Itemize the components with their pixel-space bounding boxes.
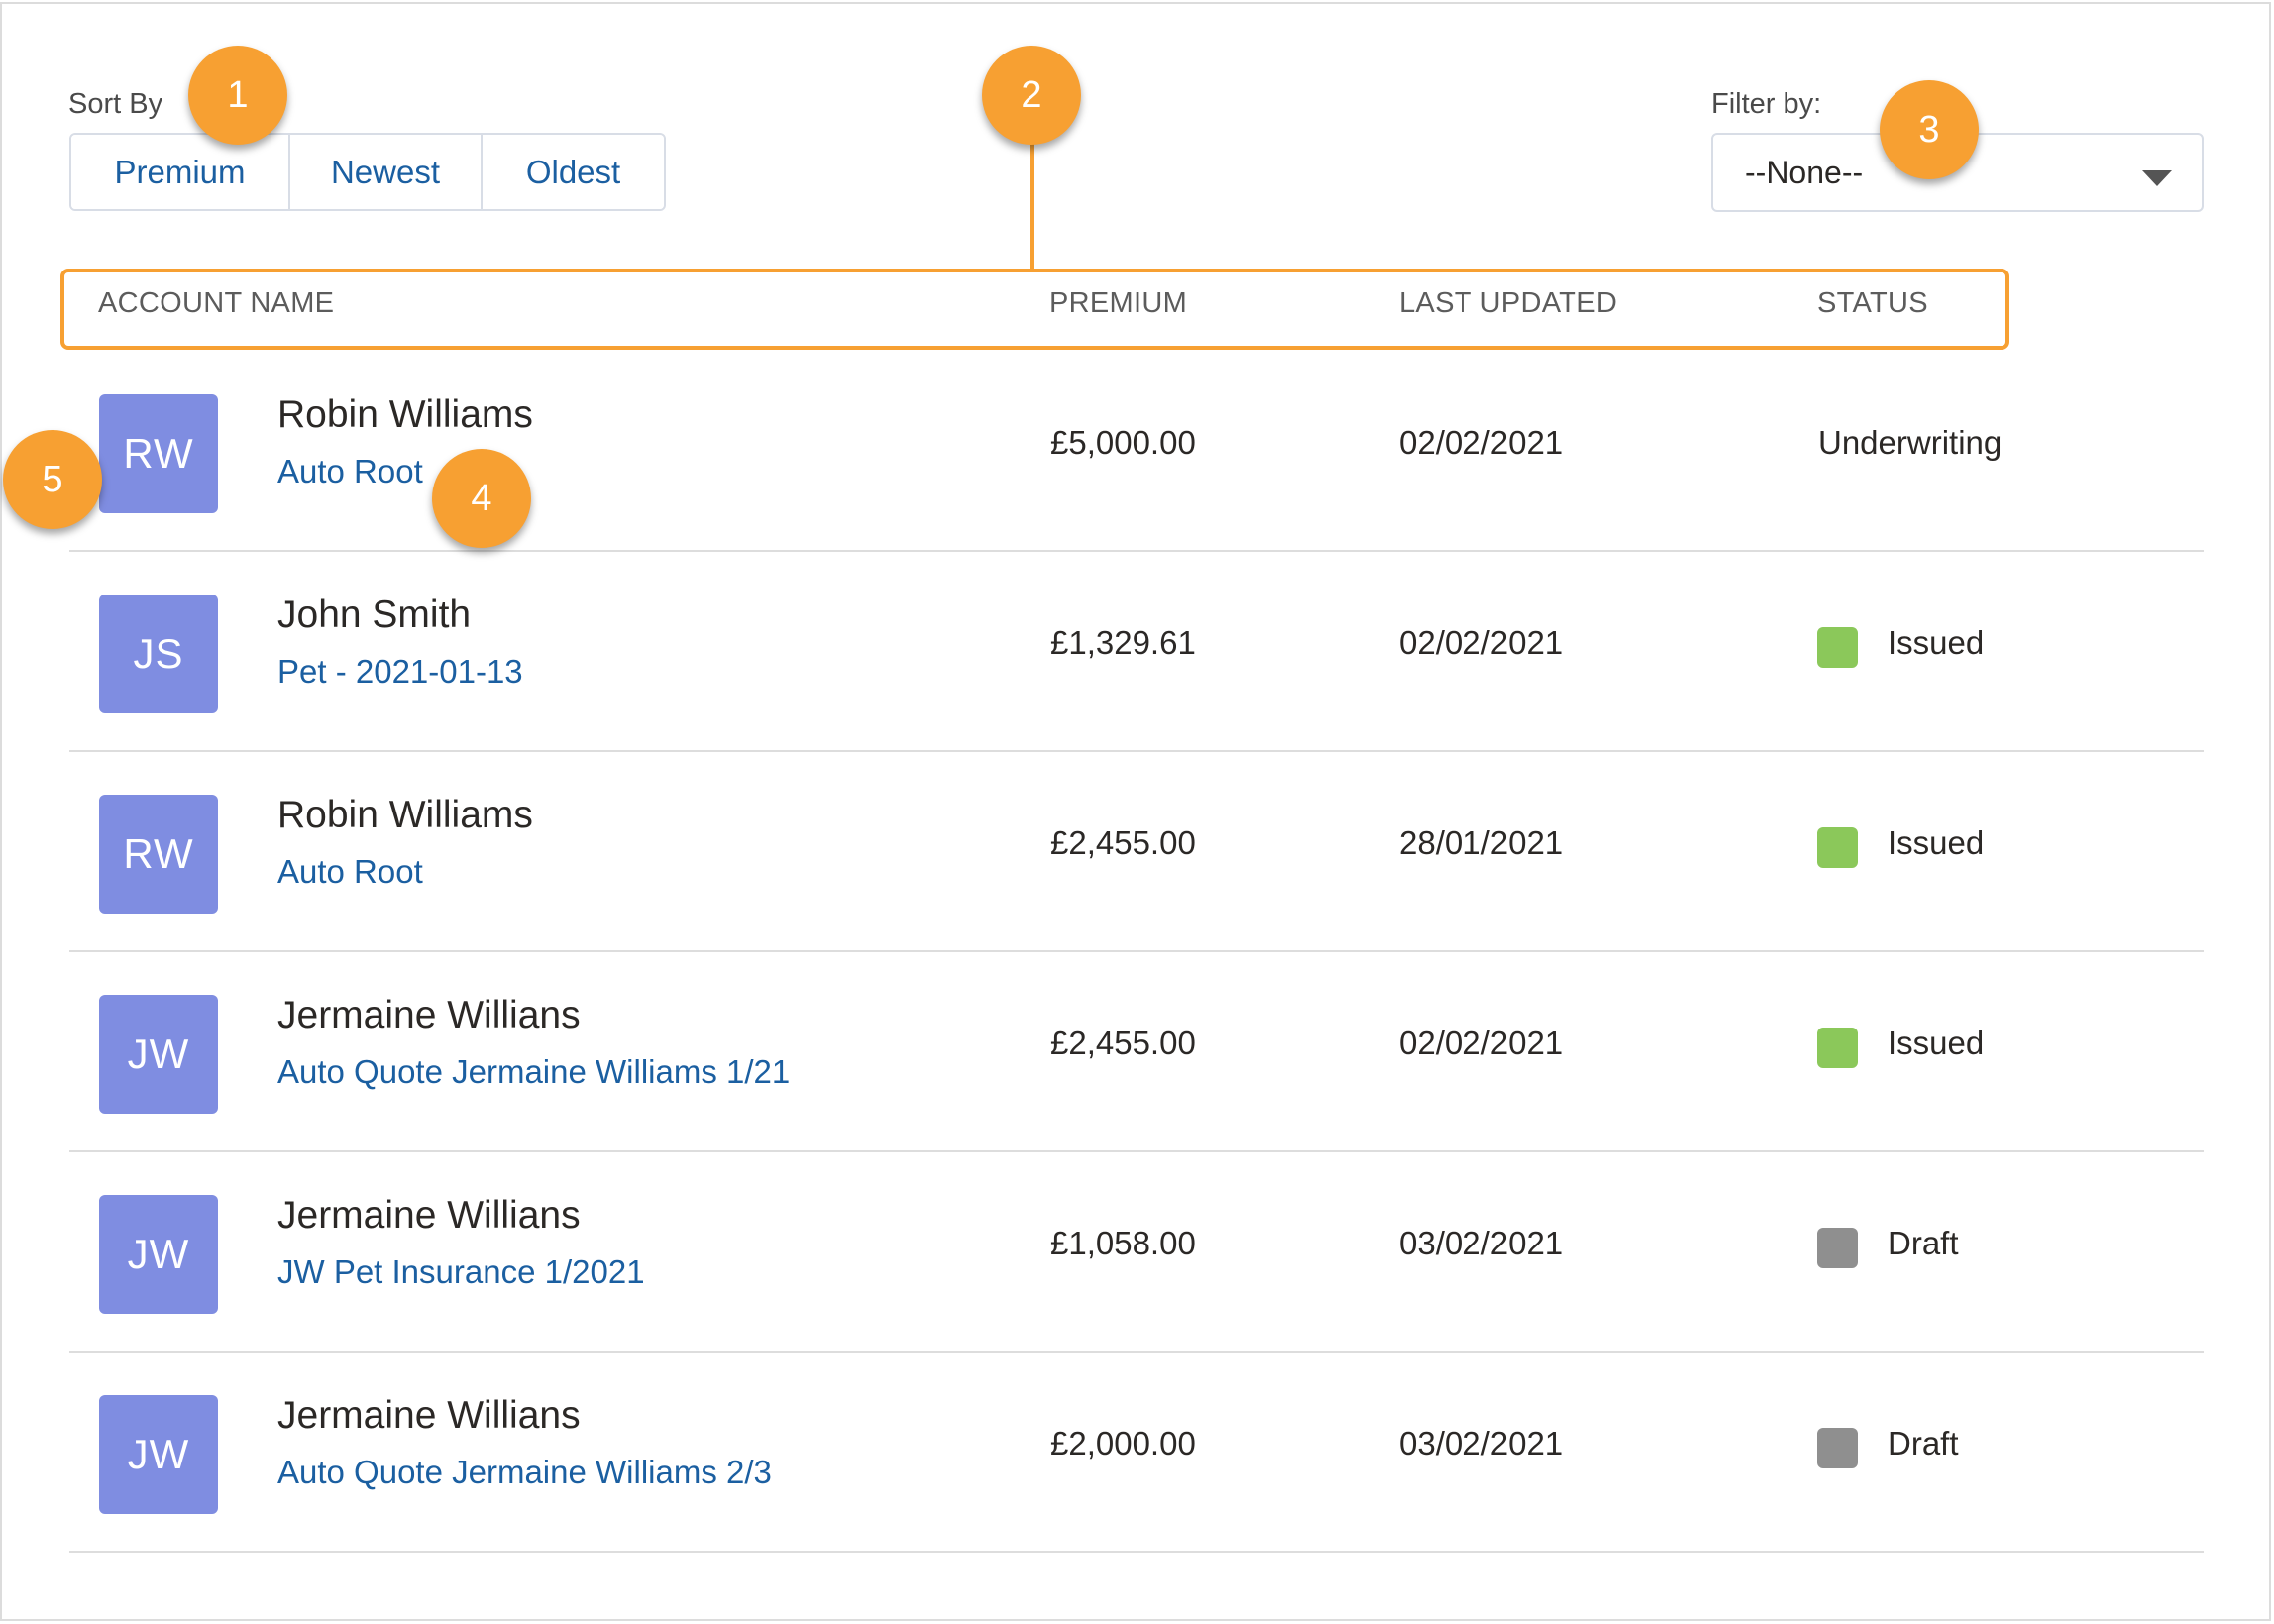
table-row[interactable]: JW Jermaine Willians Auto Quote Jermaine W… bbox=[69, 952, 2204, 1152]
filter-by-label: Filter by: bbox=[1711, 88, 1822, 120]
avatar: JW bbox=[99, 1195, 218, 1314]
status-indicator-icon bbox=[1817, 1028, 1858, 1068]
sort-premium-button[interactable]: Premium bbox=[71, 135, 290, 209]
premium-value: £1,329.61 bbox=[1050, 624, 1196, 661]
last-updated-value: 02/02/2021 bbox=[1399, 424, 1564, 461]
last-updated-value: 02/02/2021 bbox=[1399, 624, 1564, 661]
avatar: JS bbox=[99, 595, 218, 713]
status-indicator-icon bbox=[1817, 827, 1858, 868]
table-row[interactable]: JW Jermaine Willians JW Pet Insurance 1/20… bbox=[69, 1152, 2204, 1353]
callout-badge-4: 4 bbox=[432, 449, 531, 548]
avatar: JW bbox=[99, 1395, 218, 1514]
policy-link[interactable]: JW Pet Insurance 1/2021 bbox=[277, 1253, 645, 1290]
last-updated-value: 02/02/2021 bbox=[1399, 1025, 1564, 1061]
last-updated-value: 03/02/2021 bbox=[1399, 1225, 1564, 1261]
avatar: RW bbox=[99, 394, 218, 513]
policy-link[interactable]: Auto Root bbox=[277, 853, 423, 890]
account-name: John Smith bbox=[277, 594, 472, 636]
filter-selected-value: --None-- bbox=[1745, 154, 1864, 190]
status-badge: Underwriting bbox=[1818, 424, 2003, 461]
policy-link[interactable]: Auto Quote Jermaine Williams 2/3 bbox=[277, 1454, 772, 1490]
avatar: JW bbox=[99, 995, 218, 1114]
table-row[interactable]: RW Robin Williams Auto Root £2,455.00 28/01/… bbox=[69, 752, 2204, 952]
account-name: Robin Williams bbox=[277, 794, 533, 836]
last-updated-value: 28/01/2021 bbox=[1399, 824, 1564, 861]
status-badge: Draft bbox=[1888, 1225, 1959, 1261]
premium-value: £2,455.00 bbox=[1050, 1025, 1196, 1061]
status-badge: Draft bbox=[1888, 1425, 1959, 1462]
callout-badge-3: 3 bbox=[1880, 80, 1979, 179]
callout-badge-1: 1 bbox=[188, 46, 287, 145]
sort-oldest-button[interactable]: Oldest bbox=[483, 135, 664, 209]
premium-value: £2,455.00 bbox=[1050, 824, 1196, 861]
column-header-highlight bbox=[60, 269, 2009, 350]
callout-badge-5: 5 bbox=[3, 430, 102, 529]
sort-by-label: Sort By bbox=[68, 88, 163, 120]
table-row[interactable]: JW Jermaine Willians Auto Quote Jermaine W… bbox=[69, 1353, 2204, 1553]
column-header-account-name: ACCOUNT NAME bbox=[98, 287, 335, 319]
status-indicator-icon bbox=[1817, 1428, 1858, 1468]
status-badge: Issued bbox=[1888, 1025, 1985, 1061]
status-badge: Issued bbox=[1888, 824, 1985, 861]
status-indicator-icon bbox=[1817, 1228, 1858, 1268]
premium-value: £5,000.00 bbox=[1050, 424, 1196, 461]
policy-link[interactable]: Auto Root bbox=[277, 453, 423, 489]
status-indicator-icon bbox=[1817, 627, 1858, 668]
status-badge: Issued bbox=[1888, 624, 1985, 661]
column-header-status: STATUS bbox=[1817, 287, 1928, 319]
account-name: Jermaine Willians bbox=[277, 994, 581, 1036]
callout-connector-line bbox=[1030, 139, 1034, 271]
chevron-down-icon bbox=[2142, 170, 2172, 186]
table-row[interactable]: RW Robin Williams Auto Root £5,000.00 02/02/… bbox=[69, 352, 2204, 552]
table-row[interactable]: JS John Smith Pet - 2021-01-13 £1,329.61 02/… bbox=[69, 552, 2204, 752]
account-name: Robin Williams bbox=[277, 393, 533, 436]
policy-link[interactable]: Pet - 2021-01-13 bbox=[277, 653, 523, 690]
callout-badge-2: 2 bbox=[982, 46, 1081, 145]
account-name: Jermaine Willians bbox=[277, 1394, 581, 1437]
policy-link[interactable]: Auto Quote Jermaine Williams 1/21 bbox=[277, 1053, 791, 1090]
sort-button-group: Premium Newest Oldest bbox=[69, 133, 666, 211]
column-header-last-updated: LAST UPDATED bbox=[1399, 287, 1618, 319]
account-name: Jermaine Willians bbox=[277, 1194, 581, 1237]
column-header-premium: PREMIUM bbox=[1049, 287, 1188, 319]
premium-value: £2,000.00 bbox=[1050, 1425, 1196, 1462]
sort-newest-button[interactable]: Newest bbox=[290, 135, 483, 209]
avatar: RW bbox=[99, 795, 218, 914]
last-updated-value: 03/02/2021 bbox=[1399, 1425, 1564, 1462]
premium-value: £1,058.00 bbox=[1050, 1225, 1196, 1261]
